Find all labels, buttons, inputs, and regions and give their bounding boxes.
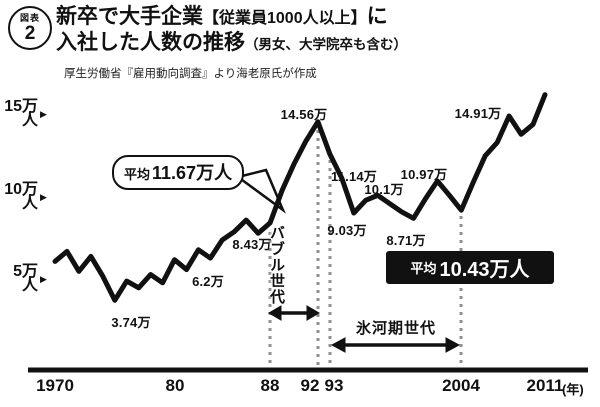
point-label-2002: 10.97万: [400, 167, 448, 182]
ice-era-arrow-icon: [330, 337, 461, 353]
y-tick-arrow-icon: ▶: [40, 108, 47, 119]
title-tail: に: [366, 5, 388, 28]
point-label-2000: 8.71万: [386, 233, 426, 248]
era-boundary-dotted-lines: [268, 130, 463, 368]
y-label-unit: 人: [21, 277, 38, 294]
point-label-1980: 6.2万: [192, 274, 224, 289]
y-axis-label-10-text: 10万 人: [2, 181, 38, 212]
figure-badge: 図表 2: [8, 6, 52, 50]
average-box-prefix: 平均: [410, 261, 437, 276]
y-axis-label-5-text: 5万 人: [2, 263, 38, 294]
title-note: （男女、大学院卒も含む）: [245, 37, 407, 53]
point-label-1992: 14.56万: [280, 107, 328, 122]
y-axis-label-15: 15万 人 ▶: [2, 99, 47, 129]
title-main-1: 新卒で大手企業: [56, 5, 203, 28]
x-tick-92: 92: [300, 376, 320, 395]
figure-badge-number: 2: [24, 22, 36, 44]
source-caption: 厚生労働省『雇用動向調査』より海老原氏が作成: [64, 68, 317, 80]
title-line-2: 入社した人数の推移（男女、大学院卒も含む）: [56, 30, 407, 56]
bubble-era-arrow-icon: [268, 305, 320, 321]
x-tick-1970: 1970: [36, 376, 74, 395]
title-bracket: 【従業員1000人以上】: [203, 10, 367, 27]
average-box-value: 10.43万人: [439, 259, 530, 281]
point-label-1997: 10.1万: [364, 182, 404, 197]
y-label-value: 10万: [4, 181, 38, 198]
average-bubble-value: 11.67万人: [152, 163, 233, 183]
y-axis-label-5: 5万 人 ▶: [2, 264, 47, 294]
point-label-1995: 9.03万: [327, 223, 367, 238]
y-axis-label-15-text: 15万 人: [2, 98, 38, 129]
x-tick-2004: 2004: [442, 376, 480, 395]
x-tick-88: 88: [260, 376, 280, 395]
title-main-2: 入社した人数の推移: [56, 31, 245, 55]
point-label-1988: 8.43万: [232, 237, 272, 252]
point-label-2008: 14.91万: [454, 106, 502, 121]
y-axis-label-10: 10万 人 ▶: [2, 182, 47, 212]
y-tick-arrow-icon: ▶: [40, 191, 47, 202]
average-bubble: 平均 11.67万人: [112, 155, 245, 190]
bubble-era-label: バブル世代: [268, 225, 285, 305]
point-label-1975: 3.74万: [111, 315, 151, 330]
point-label-1994: 11.14万: [330, 169, 378, 184]
page-title: 新卒で大手企業【従業員1000人以上】に 入社した人数の推移（男女、大学院卒も含…: [56, 4, 407, 57]
data-line: [52, 92, 548, 303]
y-label-unit: 人: [21, 112, 38, 129]
y-tick-arrow-icon: ▶: [40, 273, 47, 284]
average-bubble-prefix: 平均: [124, 167, 151, 182]
y-label-unit: 人: [21, 195, 38, 212]
x-axis-unit: (年): [562, 382, 584, 397]
x-tick-93: 93: [324, 376, 344, 395]
bubble-tail: [235, 168, 286, 214]
figure-badge-label: 図表: [19, 12, 40, 23]
y-label-value: 15万: [4, 98, 38, 115]
x-tick-2011: 2011: [526, 376, 564, 395]
y-label-value: 5万: [13, 263, 38, 280]
ice-era-label: 氷河期世代: [351, 317, 441, 338]
x-tick-80: 80: [165, 376, 185, 395]
average-box: 平均 10.43万人: [386, 251, 554, 284]
title-line-1: 新卒で大手企業【従業員1000人以上】に: [56, 4, 407, 30]
